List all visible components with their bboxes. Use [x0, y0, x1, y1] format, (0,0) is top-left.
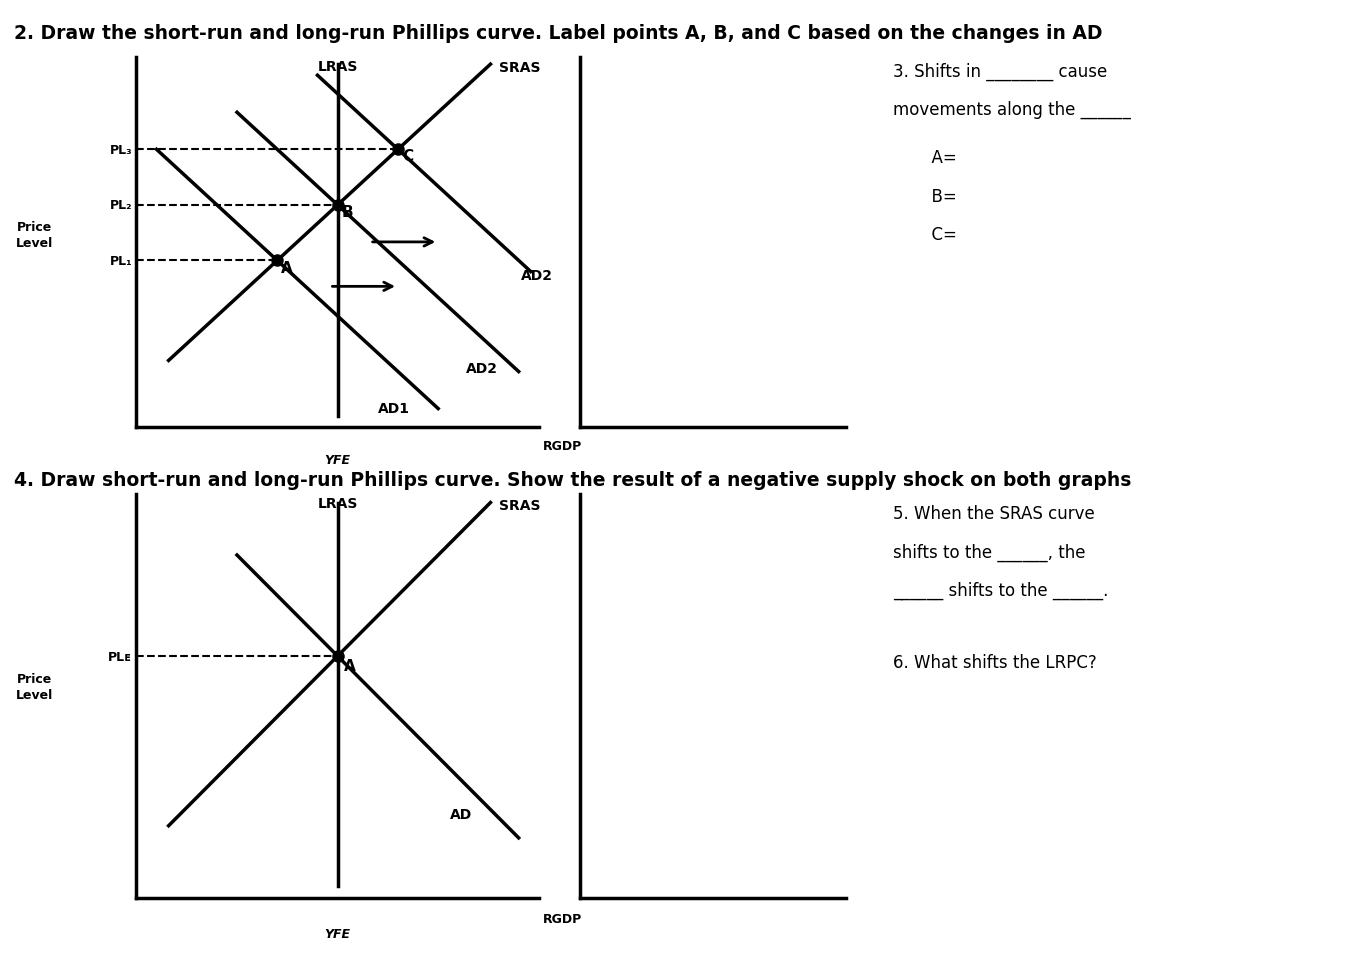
- Text: Price
Level: Price Level: [15, 221, 53, 250]
- Text: 3. Shifts in ________ cause: 3. Shifts in ________ cause: [893, 62, 1108, 81]
- Text: movements along the ______: movements along the ______: [893, 101, 1131, 119]
- Text: AD2: AD2: [466, 361, 498, 375]
- Text: 5. When the SRAS curve: 5. When the SRAS curve: [893, 505, 1095, 523]
- Text: AD: AD: [450, 807, 472, 821]
- Text: LRAS: LRAS: [318, 60, 357, 73]
- Text: Price
Level: Price Level: [15, 673, 53, 702]
- Text: A: A: [281, 260, 293, 275]
- Text: ______ shifts to the ______.: ______ shifts to the ______.: [893, 581, 1109, 600]
- Text: 2. Draw the short-run and long-run Phillips curve. Label points A, B, and C base: 2. Draw the short-run and long-run Phill…: [14, 24, 1102, 43]
- Text: 6. What shifts the LRPC?: 6. What shifts the LRPC?: [893, 653, 1097, 672]
- Text: A=: A=: [921, 149, 956, 167]
- Text: C=: C=: [921, 226, 956, 244]
- Text: B: B: [341, 205, 353, 220]
- Text: shifts to the ______, the: shifts to the ______, the: [893, 543, 1086, 561]
- Text: PLᴇ: PLᴇ: [108, 650, 132, 663]
- Text: B=: B=: [921, 187, 956, 206]
- Text: YFE: YFE: [325, 926, 351, 940]
- Text: C: C: [402, 149, 413, 164]
- Text: RGDP: RGDP: [543, 912, 582, 925]
- Text: PL₃: PL₃: [109, 143, 132, 157]
- Text: RGDP: RGDP: [543, 439, 582, 453]
- Text: PL₁: PL₁: [109, 255, 132, 268]
- Text: SRAS: SRAS: [499, 62, 540, 75]
- Text: AD2: AD2: [521, 269, 552, 283]
- Text: A: A: [344, 658, 356, 674]
- Text: LRAS: LRAS: [318, 497, 357, 511]
- Text: SRAS: SRAS: [499, 499, 540, 513]
- Text: 4. Draw short-run and long-run Phillips curve. Show the result of a negative sup: 4. Draw short-run and long-run Phillips …: [14, 471, 1131, 490]
- Text: YFE: YFE: [325, 454, 351, 466]
- Text: PL₂: PL₂: [110, 199, 132, 212]
- Text: AD1: AD1: [378, 402, 409, 416]
